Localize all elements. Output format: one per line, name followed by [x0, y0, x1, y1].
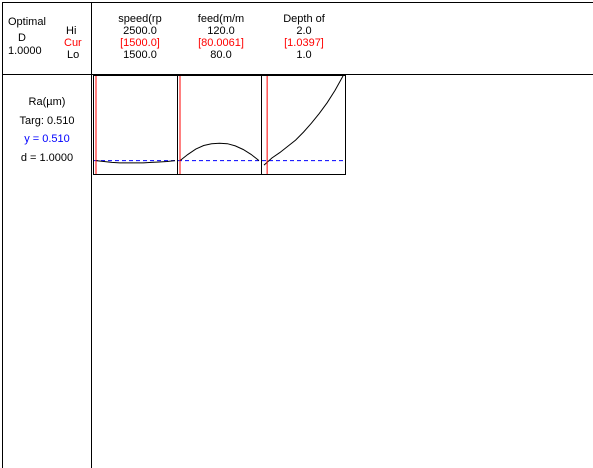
d-label: D — [18, 32, 26, 44]
plot-panel-depth — [261, 75, 346, 175]
row-label-hi: Hi — [66, 25, 77, 37]
factor-speed-lo: 1500.0 — [123, 49, 157, 61]
factor-feed-cur: [80.0061] — [198, 37, 244, 49]
row-label-lo: Lo — [67, 49, 80, 61]
factor-feed-hi: 120.0 — [207, 25, 235, 37]
response-target: Targ: 0.510 — [19, 115, 75, 127]
row-label-cur: Cur — [64, 37, 82, 49]
optimal-label: Optimal — [8, 16, 46, 28]
column-divider — [91, 2, 92, 468]
factor-speed-name: speed(rp — [118, 13, 162, 25]
factor-depth-cur: [1.0397] — [284, 37, 324, 49]
factor-depth-hi: 2.0 — [296, 25, 312, 37]
left-border — [2, 2, 3, 468]
factor-speed-cur: [1500.0] — [120, 37, 160, 49]
factor-feed-lo: 80.0 — [210, 49, 232, 61]
response-predicted-y: y = 0.510 — [24, 133, 70, 145]
factor-depth-name: Depth of — [283, 13, 325, 25]
response-curve-depth — [263, 75, 344, 166]
response-desirability: d = 1.0000 — [20, 152, 74, 164]
response-name: Ra(µm) — [28, 96, 66, 108]
factor-depth-lo: 1.0 — [296, 49, 312, 61]
header-divider — [2, 74, 593, 75]
factor-speed-hi: 2500.0 — [123, 25, 157, 37]
d-value: 1.0000 — [8, 45, 42, 57]
response-curve-speed — [95, 160, 176, 164]
factor-feed-name: feed(m/m — [197, 13, 245, 25]
response-curve-feed — [179, 142, 260, 161]
top-border — [2, 2, 593, 3]
